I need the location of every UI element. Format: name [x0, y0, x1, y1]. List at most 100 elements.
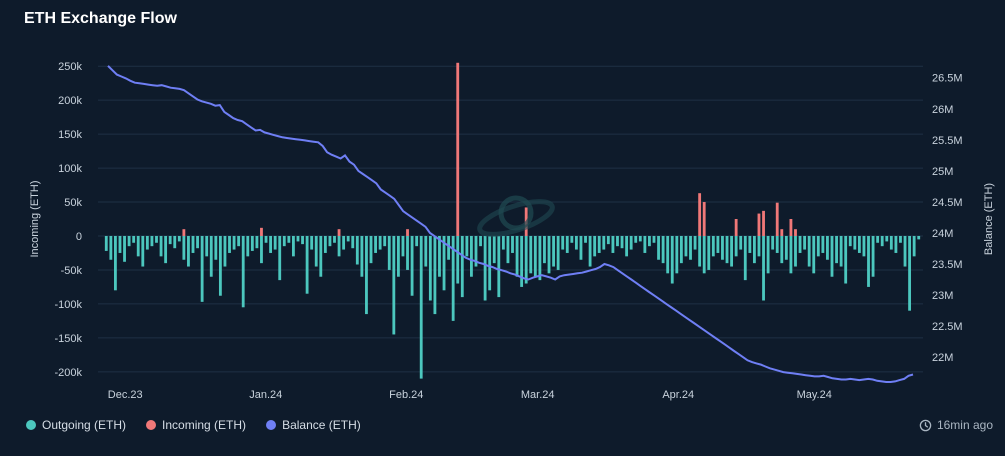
outgoing-bar [296, 235, 300, 242]
outgoing-bar [515, 235, 519, 277]
outgoing-bar [278, 235, 282, 281]
balance-line [107, 65, 914, 383]
outgoing-bar [606, 235, 610, 245]
outgoing-bar [725, 235, 729, 264]
incoming-bar [406, 229, 409, 236]
legend-label-balance: Balance (ETH) [282, 418, 361, 432]
outgoing-bar [392, 235, 396, 335]
outgoing-bar [228, 235, 231, 253]
right-y-axis: 26.5M 26M 25.5M 25M 24.5M 24M 23.5M 23M 22.5M 22M [932, 73, 963, 364]
outgoing-bar [424, 235, 428, 267]
outgoing-bar [328, 235, 332, 247]
outgoing-bar [798, 235, 802, 253]
outgoing-bar [337, 235, 341, 257]
incoming-bar [780, 229, 784, 236]
outgoing-bar [232, 235, 236, 250]
outgoing-bar [164, 235, 168, 264]
left-tick-label: -50k [61, 265, 83, 277]
outgoing-bar [141, 235, 145, 267]
legend-label-incoming: Incoming (ETH) [162, 418, 247, 432]
outgoing-bar [716, 235, 720, 253]
left-axis-title: Incoming (ETH) [29, 180, 41, 257]
outgoing-bar [912, 235, 916, 257]
outgoing-bar [287, 235, 291, 243]
left-tick-label: -200k [54, 367, 82, 379]
last-updated-text: 16min ago [936, 418, 993, 432]
incoming-bar [734, 219, 738, 236]
right-tick-label: 22.5M [932, 321, 963, 333]
outgoing-bar [218, 235, 222, 296]
outgoing-bar [113, 235, 117, 291]
outgoing-bar [501, 235, 505, 250]
legend-item-balance[interactable]: Balance (ETH) [266, 418, 361, 432]
outgoing-bar [707, 235, 711, 270]
bar-series [104, 62, 921, 379]
legend-item-outgoing[interactable]: Outgoing (ETH) [26, 418, 126, 432]
outgoing-bar [629, 235, 633, 250]
outgoing-bar [419, 235, 423, 379]
outgoing-bar [876, 235, 880, 243]
right-tick-label: 26M [932, 104, 953, 116]
outgoing-bar [168, 235, 172, 245]
legend-item-incoming[interactable]: Incoming (ETH) [146, 418, 246, 432]
incoming-bar [337, 229, 341, 236]
outgoing-bar [109, 235, 113, 260]
outgoing-bar [136, 235, 140, 257]
outgoing-bar [442, 235, 446, 291]
outgoing-bar [684, 235, 688, 257]
outgoing-bar [807, 235, 811, 267]
outgoing-bar [538, 235, 542, 281]
watermark-logo [477, 195, 555, 237]
outgoing-swatch-icon [26, 420, 36, 430]
right-tick-label: 25.5M [932, 135, 963, 147]
outgoing-bar [597, 235, 601, 253]
outgoing-bar [771, 235, 775, 250]
outgoing-bar [830, 235, 834, 277]
legend: Outgoing (ETH) Incoming (ETH) Balance (E… [26, 418, 361, 432]
outgoing-bar [565, 235, 569, 253]
outgoing-bar [821, 235, 825, 253]
outgoing-bar [730, 235, 733, 267]
outgoing-bar [835, 235, 838, 264]
outgoing-bar [561, 235, 565, 250]
outgoing-bar [533, 235, 537, 277]
incoming-bar [260, 227, 263, 236]
balance-swatch-icon [266, 420, 277, 430]
incoming-bar [789, 219, 793, 236]
outgoing-bar [721, 235, 724, 260]
outgoing-bar [894, 235, 898, 253]
outgoing-bar [529, 235, 533, 274]
outgoing-bar [260, 235, 263, 264]
outgoing-bar [812, 235, 816, 274]
left-tick-label: 250k [58, 61, 82, 73]
outgoing-bar [255, 235, 259, 249]
outgoing-bar [625, 235, 629, 257]
outgoing-bar [908, 235, 912, 311]
outgoing-bar [762, 235, 765, 301]
outgoing-bar [433, 235, 437, 315]
outgoing-bar [196, 235, 199, 249]
outgoing-bar [552, 235, 555, 267]
outgoing-bar [880, 235, 884, 247]
outgoing-bar [853, 235, 857, 250]
outgoing-bar [365, 235, 368, 315]
outgoing-bar [310, 235, 314, 250]
outgoing-bar [620, 235, 624, 249]
left-tick-label: 100k [58, 163, 82, 175]
watermark-orbit [477, 199, 555, 237]
outgoing-bar [839, 235, 843, 267]
outgoing-bar [314, 235, 318, 267]
x-tick-label: Apr.24 [662, 389, 694, 401]
outgoing-bar [447, 235, 451, 260]
outgoing-bar [200, 235, 204, 302]
x-tick-label: Mar.24 [521, 389, 555, 401]
left-tick-label: 50k [64, 197, 82, 209]
left-tick-label: 150k [58, 129, 82, 141]
outgoing-bar [346, 235, 350, 242]
eth-exchange-flow-chart: 250k200k150k100k50k0-50k-100k-150k-200k … [29, 61, 995, 401]
outgoing-bar [556, 235, 560, 270]
outgoing-bar [177, 235, 181, 242]
outgoing-bar [104, 235, 108, 251]
outgoing-bar [588, 235, 592, 267]
outgoing-bar [657, 235, 660, 260]
